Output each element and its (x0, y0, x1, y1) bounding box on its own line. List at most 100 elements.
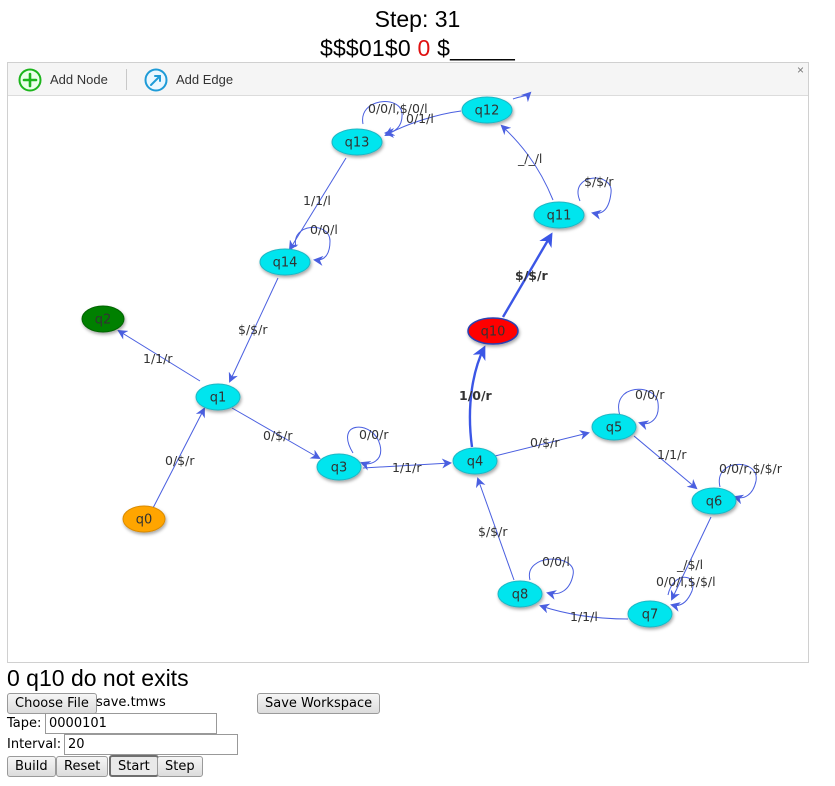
interval-label: Interval: (7, 737, 62, 752)
edges (117, 91, 757, 620)
edge-label: 0/0/l,$/$/l (656, 574, 716, 589)
edge-label: 0/0/r,$/$/r (719, 461, 783, 476)
edge-q4-q5[interactable] (494, 430, 590, 457)
node-label: q0 (136, 513, 153, 528)
add-edge-button[interactable]: Add Edge (144, 67, 233, 92)
node-q11[interactable]: q11 (533, 201, 585, 229)
edge-q0-q1[interactable] (152, 407, 205, 509)
edge-q3-loop[interactable] (347, 426, 382, 471)
edge-label: 1/1/r (657, 447, 687, 462)
edge-q12-top (512, 91, 532, 103)
edge-q1-q2[interactable] (117, 329, 201, 382)
node-label: q3 (331, 461, 348, 476)
toolbar-divider (126, 69, 127, 90)
close-toolbar-icon[interactable]: × (796, 63, 804, 77)
state-diagram[interactable]: 0/$/r 1/1/r 0/$/r 0/0/r 1/1/r 0/$/r 0/0/… (8, 63, 808, 662)
node-q8[interactable]: q8 (497, 580, 543, 608)
edge-q6-q7[interactable] (670, 516, 712, 601)
status-message: 0 q10 do not exits (7, 665, 189, 691)
add-edge-icon (144, 68, 168, 91)
edge-q10-q11[interactable] (501, 232, 553, 318)
start-button[interactable]: Start (109, 755, 159, 777)
edge-label: 1/0/r (459, 388, 493, 403)
node-label: q1 (210, 391, 227, 406)
tape-head-symbol: 0 (417, 35, 431, 61)
edge-q4-q10[interactable] (468, 345, 486, 448)
node-label: q5 (606, 421, 623, 436)
node-label: q6 (706, 495, 723, 510)
node-q12[interactable]: q12 (461, 96, 513, 124)
edge-q13-loop[interactable] (362, 101, 403, 138)
add-node-button[interactable]: Add Node (18, 67, 108, 92)
node-q4[interactable]: q4 (452, 447, 498, 475)
edge-labels: 0/$/r 1/1/r 0/$/r 0/0/r 1/1/r 0/$/r 0/0/… (143, 101, 783, 624)
build-button[interactable]: Build (7, 756, 56, 777)
edge-label: $/$/r (584, 174, 614, 189)
step-button[interactable]: Step (157, 756, 203, 777)
node-q6[interactable]: q6 (691, 487, 737, 515)
node-label: q2 (95, 313, 112, 328)
node-label: q10 (481, 325, 506, 340)
edge-label: 1/1/r (143, 351, 173, 366)
edge-label: $/$/r (238, 322, 268, 337)
node-label: q7 (642, 608, 659, 623)
node-label: q4 (467, 455, 484, 470)
edge-q11-q12[interactable] (500, 124, 554, 201)
node-q14[interactable]: q14 (259, 248, 311, 276)
tape-display: $$$01$0 0 $_____ (0, 34, 835, 62)
edge-q7-q8[interactable] (539, 603, 629, 620)
edge-q11-loop[interactable] (577, 177, 612, 220)
edge-q7-loop[interactable] (667, 576, 694, 612)
edge-label: 0/$/r (530, 435, 560, 450)
edge-q1-q3[interactable] (231, 407, 321, 459)
node-q7[interactable]: q7 (627, 600, 673, 628)
node-label: q8 (512, 588, 529, 603)
edge-label: 0/1/l (406, 111, 434, 126)
edge-label: 1/1/l (570, 609, 598, 624)
tape-right: $_____ (430, 35, 516, 61)
edge-q14-loop[interactable] (294, 227, 331, 266)
edge-label: 0/0/l,$/0/l (368, 101, 428, 116)
edge-label: 0/$/r (165, 453, 195, 468)
edge-q5-q6[interactable] (633, 435, 698, 490)
edge-q8-loop[interactable] (529, 558, 574, 600)
edge-label: 0/0/r (635, 387, 665, 402)
edge-label: $/$/r (478, 524, 508, 539)
node-q3[interactable]: q3 (316, 453, 362, 481)
edge-label: 0/0/l (310, 222, 338, 237)
graph-editor[interactable]: Add Node Add Edge × (7, 62, 809, 663)
interval-input[interactable] (64, 734, 238, 755)
edge-q13-q14[interactable] (288, 157, 347, 251)
graph-toolbar: Add Node Add Edge × (8, 63, 808, 96)
tape-label: Tape: (7, 716, 42, 731)
step-counter: Step: 31 (374, 6, 461, 32)
edge-q14-q1[interactable] (228, 277, 279, 383)
edge-label: 0/0/l (542, 554, 570, 569)
node-q5[interactable]: q5 (591, 413, 637, 441)
edge-label: 0/$/r (263, 428, 293, 443)
tape-left: $$$01$0 (319, 35, 418, 61)
edge-q8-q4[interactable] (475, 477, 515, 581)
edge-q5-loop[interactable] (618, 388, 659, 431)
node-label: q11 (547, 209, 572, 224)
node-label: q12 (475, 104, 500, 119)
edge-label: _/_/l (517, 151, 542, 166)
reset-button[interactable]: Reset (56, 756, 109, 777)
node-q1[interactable]: q1 (195, 383, 241, 411)
edge-q3-q4[interactable] (362, 458, 452, 469)
node-label: q14 (273, 256, 298, 271)
node-q13[interactable]: q13 (331, 128, 383, 156)
edge-label: _/$/l (676, 557, 703, 572)
node-q0[interactable]: q0 (122, 505, 166, 533)
choose-file-button[interactable]: Choose File (7, 693, 97, 714)
tape-input[interactable] (45, 713, 217, 734)
edge-label: 0/0/r (359, 427, 389, 442)
edge-label: 1/1/r (392, 460, 422, 475)
add-node-icon (18, 68, 42, 91)
edge-label: 1/1/l (303, 193, 331, 208)
node-q2[interactable]: q2 (81, 305, 125, 333)
node-q10[interactable]: q10 (467, 317, 519, 345)
save-workspace-button[interactable]: Save Workspace (257, 693, 381, 714)
add-node-label: Add Node (50, 72, 108, 87)
edge-q6-loop[interactable] (718, 463, 757, 505)
